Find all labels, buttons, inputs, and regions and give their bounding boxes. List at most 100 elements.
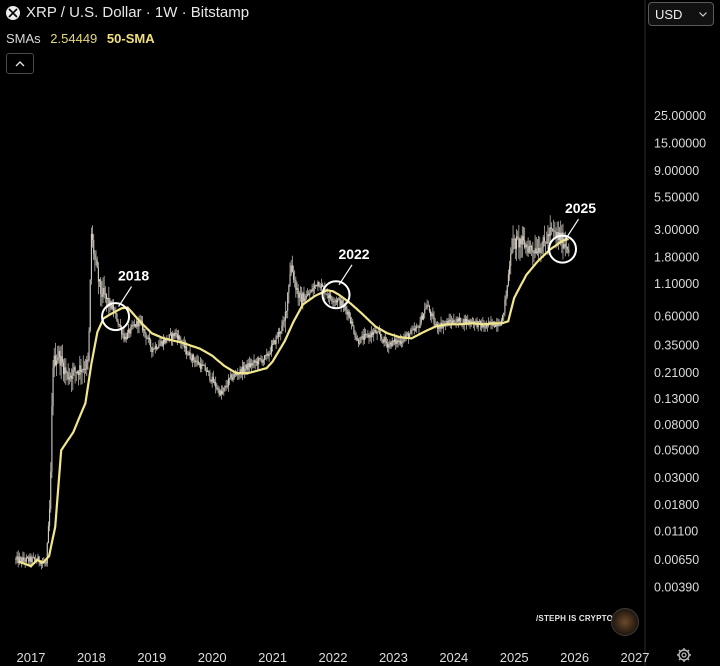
candle-body [338, 298, 340, 300]
candle-body [419, 322, 421, 328]
candle-body [398, 340, 400, 343]
candle-body [312, 287, 314, 292]
candle-body [410, 330, 412, 335]
candle-body [175, 332, 177, 334]
candle-body [141, 321, 144, 331]
candle-body [282, 321, 284, 326]
candle-body [253, 360, 255, 363]
candle-body [247, 363, 249, 370]
candle-body [83, 368, 85, 370]
candle-body [105, 294, 108, 300]
candle-body [512, 238, 514, 250]
candle-body [503, 312, 505, 315]
candle-body [433, 316, 435, 325]
candle-body [61, 356, 63, 363]
candle-body [316, 284, 318, 287]
candle-body [74, 367, 76, 372]
candle-body [319, 286, 321, 288]
collapse-legend-button[interactable] [6, 53, 34, 74]
candle-body [53, 355, 55, 368]
candle-body [497, 324, 499, 327]
candle-body [177, 335, 180, 340]
candle-body [205, 370, 207, 372]
candle-body [157, 348, 159, 349]
candle-body [325, 293, 327, 295]
candle-body [148, 337, 151, 340]
candle-body [65, 367, 67, 373]
candle-body [362, 335, 364, 340]
sma-legend[interactable]: SMAs 2.54449 50-SMA [6, 31, 155, 46]
candle-body [229, 377, 231, 379]
y-tick-label: 0.21000 [654, 366, 699, 380]
candle-body [139, 319, 141, 321]
candle-body [145, 333, 147, 339]
candle-body [302, 292, 304, 306]
candle-body [389, 342, 391, 345]
candle-body [226, 386, 228, 387]
candle-body [390, 342, 392, 347]
candle-body [56, 360, 58, 366]
candle-body [392, 340, 394, 342]
candle-body [217, 388, 219, 390]
candle-body [210, 380, 212, 382]
candle-body [394, 339, 396, 342]
candle-body [534, 248, 536, 254]
annotation-circle [101, 302, 131, 332]
candle-body [259, 358, 261, 359]
candle-body [88, 330, 90, 361]
candle-body [345, 306, 347, 310]
currency-select[interactable]: USD [648, 2, 714, 26]
candle-body [538, 247, 540, 252]
candle-body [311, 290, 313, 292]
candle-body [144, 328, 146, 334]
candle-body [310, 290, 312, 293]
candle-body [254, 360, 256, 363]
symbol-title[interactable]: XRP / U.S. Dollar · 1W · Bitstamp [26, 4, 250, 21]
candle-body [236, 373, 238, 375]
candles-layer [15, 215, 570, 570]
candle-body [295, 280, 297, 290]
candle-body [118, 324, 120, 326]
candle-body [154, 345, 156, 350]
candle-body [231, 374, 233, 380]
candle-body [564, 244, 566, 247]
candle-body [554, 230, 556, 233]
candle-body [405, 334, 407, 338]
candle-body [116, 313, 118, 322]
candle-body [284, 311, 286, 321]
candle-body [263, 355, 266, 361]
candle-body [328, 294, 331, 298]
candle-body [288, 285, 290, 293]
candle-body [90, 233, 92, 280]
candle-body [64, 367, 66, 375]
candle-body [287, 292, 289, 311]
candle-body [425, 308, 427, 309]
candle-body [173, 333, 175, 337]
candle-body [269, 353, 271, 354]
candle-body [60, 356, 62, 366]
candle-body [183, 342, 185, 349]
candle-body [427, 305, 429, 307]
candle-body [266, 353, 268, 356]
candle-body [320, 284, 322, 288]
gear-icon[interactable] [676, 647, 692, 663]
candle-body [520, 238, 522, 245]
candle-body [318, 281, 320, 287]
candle-body [204, 365, 206, 371]
y-tick-label: 0.01100 [654, 525, 698, 539]
candle-body [297, 288, 299, 298]
candle-body [432, 313, 434, 317]
x-tick-label: 2021 [258, 650, 287, 665]
candle-body [496, 322, 498, 327]
candle-body [467, 319, 469, 324]
candle-body [256, 361, 259, 365]
candle-body [119, 325, 121, 328]
candle-body [301, 294, 303, 306]
candle-body [160, 341, 162, 344]
candle-body [162, 339, 164, 346]
candle-body [73, 367, 75, 370]
candle-body [457, 318, 459, 322]
candle-body [31, 557, 33, 563]
watermark-text: /STEPH IS CRYPTO [536, 614, 613, 623]
